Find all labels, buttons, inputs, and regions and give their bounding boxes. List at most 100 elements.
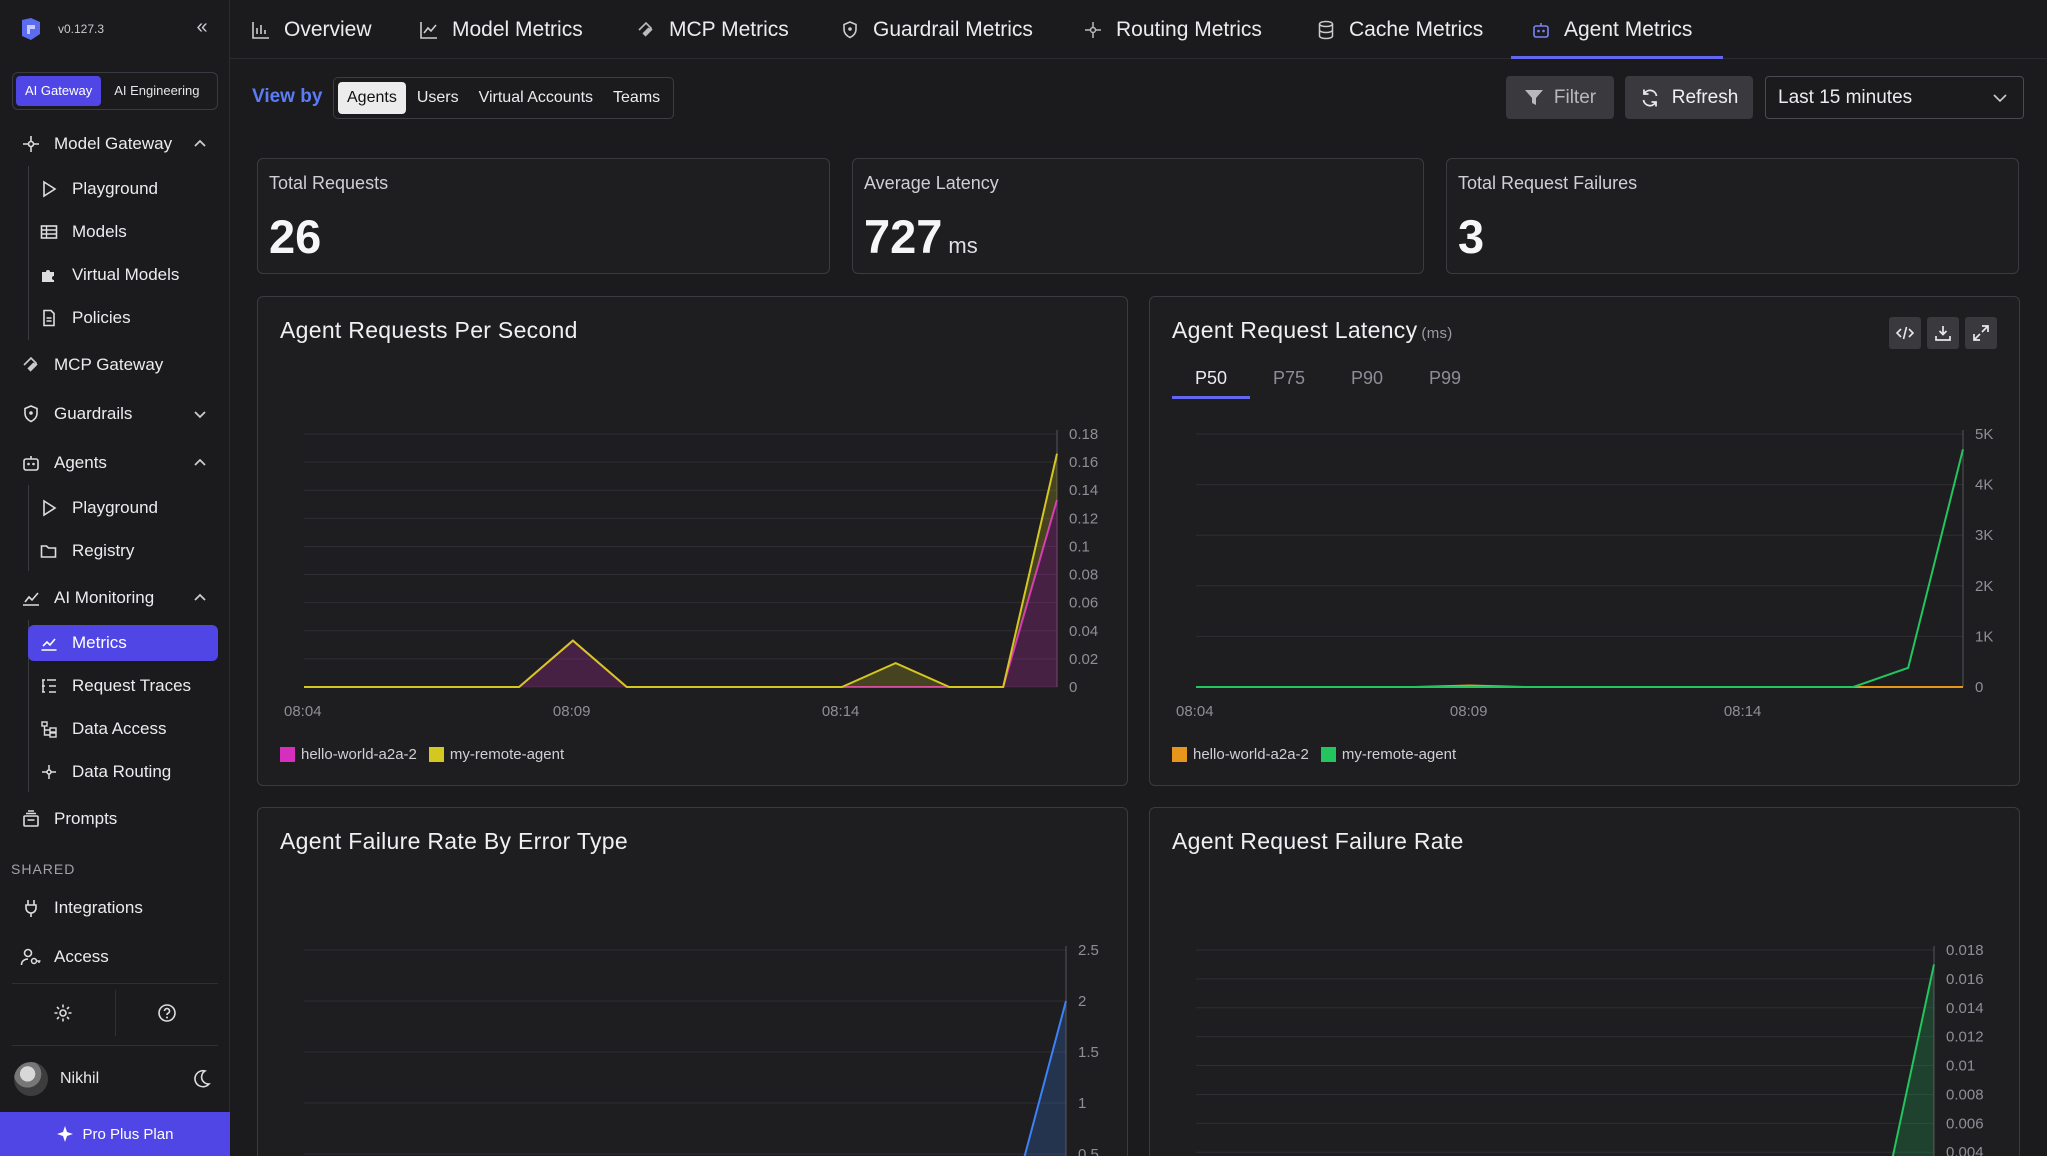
request-latency-chart[interactable]: 0 1K 2K 3K 4K 5K 08:04 08:09 08:14 <box>1150 297 2020 786</box>
y-tick-label: 0.18 <box>1069 426 1098 443</box>
tab-overview[interactable]: Overview <box>250 0 372 59</box>
settings-button[interactable] <box>12 990 115 1036</box>
tab-cache-metrics[interactable]: Cache Metrics <box>1315 0 1483 59</box>
nav-model-gateway[interactable]: Model Gateway <box>14 126 218 162</box>
sub-data-routing[interactable]: Data Routing <box>28 754 218 790</box>
y-tick-label: 1.5 <box>1078 1044 1099 1061</box>
total-requests-card: Total Requests 26 <box>257 158 830 274</box>
line-chart-icon <box>38 632 60 654</box>
nav-integrations[interactable]: Integrations <box>14 890 218 926</box>
filter-button[interactable]: Filter <box>1506 76 1614 119</box>
chevron-down-icon <box>1993 94 2007 103</box>
tab-p99[interactable]: P99 <box>1428 368 1462 388</box>
x-tick-label: 08:04 <box>284 703 322 720</box>
view-by-users[interactable]: Users <box>416 89 459 106</box>
sub-policies[interactable]: Policies <box>28 300 218 336</box>
legend-item[interactable]: my-remote-agent <box>1320 746 1456 763</box>
nav-mcp-gateway[interactable]: MCP Gateway <box>14 347 218 383</box>
code-icon <box>1896 326 1914 340</box>
sub-mg-playground[interactable]: Playground <box>28 171 218 207</box>
expand-icon <box>1973 325 1989 341</box>
view-by-agents[interactable]: Agents <box>338 82 406 114</box>
ai-gateway-tab[interactable]: AI Gateway <box>16 76 102 106</box>
y-tick-label: 5K <box>1975 426 1993 443</box>
legend-swatch <box>1320 747 1336 762</box>
view-by-virtual-accounts[interactable]: Virtual Accounts <box>478 89 594 106</box>
expand-button[interactable] <box>1965 317 1997 349</box>
total-requests-label: Total Requests <box>269 173 389 193</box>
nav-access[interactable]: Access <box>14 939 218 975</box>
tab-model-metrics[interactable]: Model Metrics <box>418 0 583 59</box>
y-tick-label: 1 <box>1078 1095 1086 1112</box>
time-range-select[interactable]: Last 15 minutes <box>1765 76 2024 119</box>
nav-agents-label: Agents <box>54 453 107 472</box>
requests-per-second-chart[interactable]: 0 0.02 0.04 0.06 0.08 0.1 0.12 0.14 0.16 0.18 08:0… <box>258 297 1128 786</box>
nav-agents[interactable]: Agents <box>14 445 218 481</box>
sub-metrics[interactable]: Metrics <box>28 625 218 661</box>
failure-rate-by-error-type-chart[interactable]: 0.5 1 1.5 2 2.5 <box>258 808 1128 1156</box>
chevron-up-icon[interactable] <box>190 453 210 473</box>
divider <box>12 983 218 984</box>
y-tick-label: 0.5 <box>1078 1146 1099 1156</box>
chart-title: Agent Failure Rate By Error Type <box>280 828 628 854</box>
ai-engineering-tab[interactable]: AI Engineering <box>114 83 200 98</box>
y-tick-label: 0.012 <box>1946 1029 1984 1046</box>
help-icon <box>157 1004 176 1022</box>
code-button[interactable] <box>1889 317 1921 349</box>
sub-ag-playground[interactable]: Playground <box>28 490 218 526</box>
chevron-up-icon[interactable] <box>190 588 210 608</box>
tab-agent-metrics[interactable]: Agent Metrics <box>1530 0 1692 59</box>
sub-request-traces[interactable]: Request Traces <box>28 668 218 704</box>
nav-guardrails[interactable]: Guardrails <box>14 396 218 432</box>
nav-integrations-label: Integrations <box>54 898 143 917</box>
document-icon <box>38 307 60 329</box>
mcp-icon <box>635 19 657 41</box>
chevron-down-icon[interactable] <box>190 404 210 424</box>
tab-mcp-metrics[interactable]: MCP Metrics <box>635 0 789 59</box>
tab-p75[interactable]: P75 <box>1272 368 1306 388</box>
filter-icon <box>1524 89 1543 105</box>
chevron-up-icon[interactable] <box>190 134 210 154</box>
tab-p50[interactable]: P50 <box>1172 357 1250 399</box>
sub-models[interactable]: Models <box>28 214 218 250</box>
pro-plus-plan-button[interactable]: Pro Plus Plan <box>0 1112 230 1156</box>
truefoundry-logo[interactable] <box>18 16 44 42</box>
nav-prompts-label: Prompts <box>54 809 118 828</box>
gateway-icon <box>20 133 42 155</box>
line-chart-icon <box>418 19 440 41</box>
y-tick-label: 0.08 <box>1069 567 1098 584</box>
plug-icon <box>20 897 42 919</box>
hierarchy-icon <box>38 718 60 740</box>
refresh-button[interactable]: Refresh <box>1625 76 1753 119</box>
chart-title-text: Agent Request Latency <box>1172 317 1418 343</box>
moon-icon[interactable] <box>190 1068 212 1090</box>
view-by-teams[interactable]: Teams <box>613 89 661 106</box>
legend-item[interactable]: hello-world-a2a-2 <box>1172 746 1309 763</box>
request-failure-rate-chart[interactable]: 0.004 0.006 0.008 0.01 0.012 0.014 0.016 0.018 <box>1150 808 2020 1156</box>
avatar <box>14 1062 48 1096</box>
nav-ai-monitoring[interactable]: AI Monitoring <box>14 580 218 616</box>
legend-item[interactable]: hello-world-a2a-2 <box>280 746 417 763</box>
y-tick-label: 0.008 <box>1946 1086 1984 1103</box>
sub-virtual-models[interactable]: Virtual Models <box>28 257 218 293</box>
time-range-value: Last 15 minutes <box>1778 86 1913 108</box>
collapse-sidebar-icon[interactable]: « <box>196 16 208 38</box>
average-latency-label: Average Latency <box>864 173 999 193</box>
table-icon <box>38 221 60 243</box>
tab-guardrail-metrics[interactable]: Guardrail Metrics <box>839 0 1033 59</box>
puzzle-icon <box>38 264 60 286</box>
legend-item[interactable]: my-remote-agent <box>428 746 564 763</box>
user-profile[interactable]: Nikhil <box>14 1060 218 1098</box>
nav-prompts[interactable]: Prompts <box>14 801 218 837</box>
download-button[interactable] <box>1927 317 1959 349</box>
tab-routing-metrics[interactable]: Routing Metrics <box>1082 0 1262 59</box>
help-button[interactable] <box>116 990 219 1036</box>
legend-label: hello-world-a2a-2 <box>301 746 417 763</box>
sub-registry[interactable]: Registry <box>28 533 218 569</box>
sub-data-access[interactable]: Data Access <box>28 711 218 747</box>
tab-p90[interactable]: P90 <box>1350 368 1384 388</box>
version-label: v0.127.3 <box>58 22 105 36</box>
sparkle-icon <box>56 1126 73 1142</box>
nav-ai-monitoring-label: AI Monitoring <box>54 588 155 607</box>
